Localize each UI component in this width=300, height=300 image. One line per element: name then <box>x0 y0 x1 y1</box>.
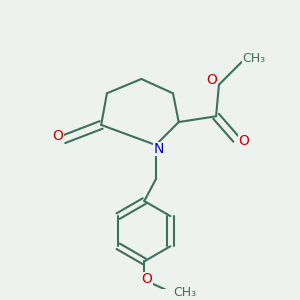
Text: O: O <box>142 272 153 286</box>
Text: O: O <box>52 129 64 143</box>
Text: O: O <box>206 74 217 87</box>
Text: N: N <box>153 142 164 156</box>
Text: O: O <box>238 134 249 148</box>
Text: CH₃: CH₃ <box>173 286 196 299</box>
Text: CH₃: CH₃ <box>242 52 265 65</box>
